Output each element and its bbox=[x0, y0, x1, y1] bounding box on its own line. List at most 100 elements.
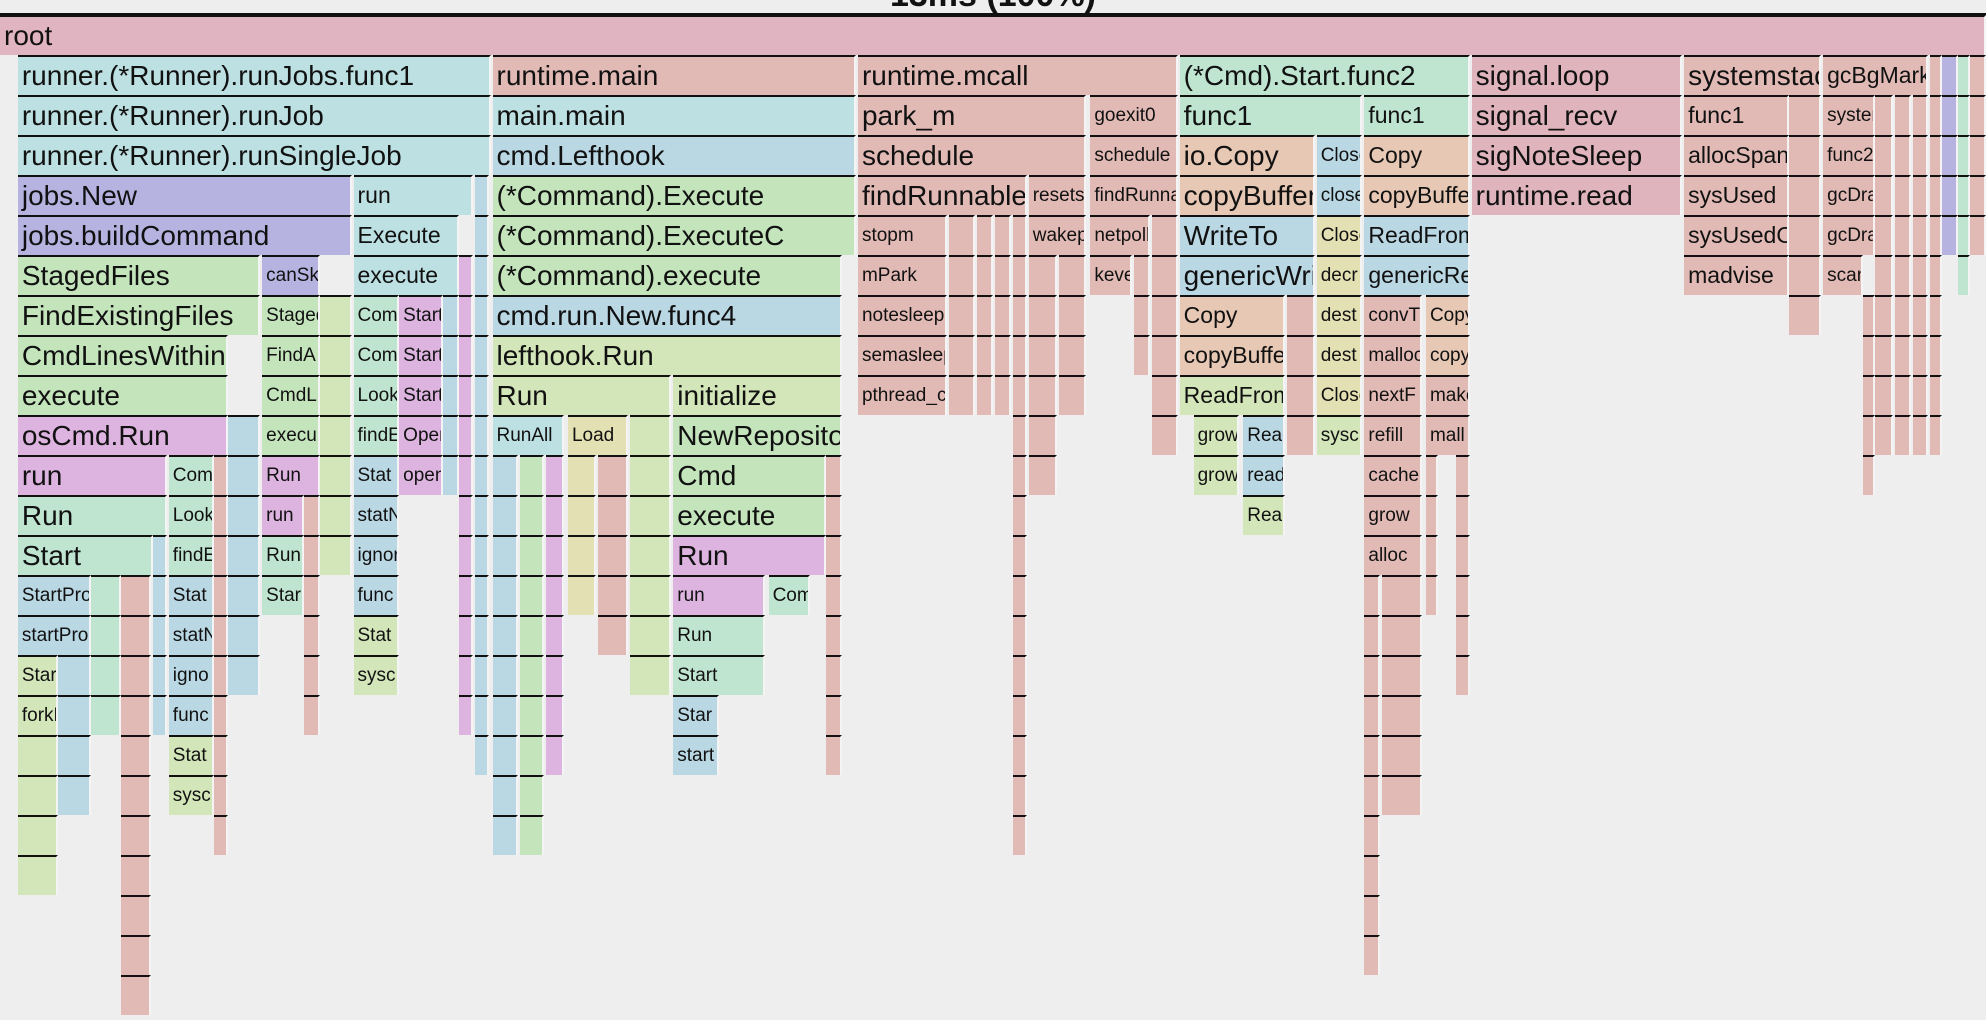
frame[interactable]: Start bbox=[17, 535, 153, 575]
frame-narrow[interactable] bbox=[994, 375, 1011, 415]
frame-narrow[interactable] bbox=[1455, 495, 1470, 535]
frame-narrow[interactable] bbox=[1382, 655, 1422, 695]
frame-narrow[interactable] bbox=[567, 535, 596, 575]
frame-narrow[interactable] bbox=[492, 615, 519, 655]
frame-narrow[interactable] bbox=[214, 775, 229, 815]
frame-narrow[interactable] bbox=[228, 535, 261, 575]
frame-narrow[interactable] bbox=[629, 495, 672, 535]
frame[interactable]: copyBuffer bbox=[1179, 175, 1315, 215]
frame-narrow[interactable] bbox=[949, 335, 976, 375]
frame[interactable]: execute bbox=[673, 495, 827, 535]
frame-narrow[interactable] bbox=[492, 695, 519, 735]
frame[interactable]: findE bbox=[353, 415, 400, 455]
frame-narrow[interactable] bbox=[458, 615, 473, 655]
frame-narrow[interactable] bbox=[474, 455, 489, 495]
frame[interactable]: Copy bbox=[1364, 135, 1470, 175]
frame-narrow[interactable] bbox=[1970, 175, 1986, 215]
frame-narrow[interactable] bbox=[546, 575, 564, 615]
frame[interactable]: canSkip bbox=[262, 255, 320, 295]
frame-narrow[interactable] bbox=[214, 455, 229, 495]
frame-narrow[interactable] bbox=[492, 735, 519, 775]
frame[interactable]: Star bbox=[17, 655, 58, 695]
frame-narrow[interactable] bbox=[1012, 735, 1027, 775]
frame[interactable]: alloc bbox=[1364, 535, 1422, 575]
frame-narrow[interactable] bbox=[1012, 455, 1027, 495]
frame[interactable]: Execute bbox=[353, 215, 459, 255]
frame-narrow[interactable] bbox=[520, 615, 545, 655]
frame-narrow[interactable] bbox=[1286, 335, 1315, 375]
frame-narrow[interactable] bbox=[1874, 175, 1893, 215]
frame[interactable]: Stat bbox=[168, 575, 215, 615]
frame-narrow[interactable] bbox=[458, 335, 473, 375]
frame-narrow[interactable] bbox=[57, 775, 92, 815]
frame[interactable]: runtime.mcall bbox=[857, 55, 1178, 95]
frame-narrow[interactable] bbox=[546, 455, 564, 495]
frame[interactable]: start bbox=[673, 735, 719, 775]
frame-narrow[interactable] bbox=[1364, 575, 1381, 615]
frame[interactable]: func1 bbox=[1684, 95, 1790, 135]
frame-narrow[interactable] bbox=[1942, 135, 1959, 175]
frame-narrow[interactable] bbox=[1012, 335, 1027, 375]
frame-narrow[interactable] bbox=[977, 295, 993, 335]
frame-narrow[interactable] bbox=[597, 495, 628, 535]
frame-narrow[interactable] bbox=[17, 775, 58, 815]
frame[interactable]: mall bbox=[1425, 415, 1470, 455]
frame-narrow[interactable] bbox=[1455, 575, 1470, 615]
frame-narrow[interactable] bbox=[1862, 335, 1875, 375]
frame-narrow[interactable] bbox=[474, 615, 489, 655]
frame-narrow[interactable] bbox=[1364, 895, 1381, 935]
frame[interactable]: run bbox=[17, 455, 167, 495]
frame-narrow[interactable] bbox=[57, 655, 92, 695]
frame-narrow[interactable] bbox=[1789, 215, 1822, 255]
frame-narrow[interactable] bbox=[1012, 375, 1027, 415]
frame[interactable]: decr bbox=[1316, 255, 1363, 295]
frame-narrow[interactable] bbox=[474, 255, 489, 295]
frame-narrow[interactable] bbox=[567, 455, 596, 495]
frame[interactable]: runtime.main bbox=[492, 55, 856, 95]
frame-narrow[interactable] bbox=[977, 255, 993, 295]
frame[interactable]: gcDrain bbox=[1823, 175, 1875, 215]
frame[interactable]: Star bbox=[262, 575, 304, 615]
frame-narrow[interactable] bbox=[1012, 655, 1027, 695]
frame[interactable]: Stat bbox=[353, 455, 400, 495]
frame-narrow[interactable] bbox=[1862, 415, 1875, 455]
frame[interactable]: convT bbox=[1364, 295, 1422, 335]
frame-narrow[interactable] bbox=[1028, 375, 1057, 415]
frame[interactable]: Run bbox=[492, 375, 672, 415]
frame[interactable]: execu bbox=[262, 415, 320, 455]
frame-narrow[interactable] bbox=[994, 215, 1011, 255]
frame[interactable]: sysUsedOS bbox=[1684, 215, 1790, 255]
frame-narrow[interactable] bbox=[1012, 815, 1027, 855]
frame[interactable]: Copy bbox=[1425, 295, 1470, 335]
frame-narrow[interactable] bbox=[1958, 135, 1971, 175]
frame-narrow[interactable] bbox=[1874, 135, 1893, 175]
frame[interactable]: ReadFrom bbox=[1364, 215, 1470, 255]
frame-narrow[interactable] bbox=[458, 655, 473, 695]
frame-narrow[interactable] bbox=[546, 735, 564, 775]
frame-narrow[interactable] bbox=[474, 655, 489, 695]
frame-narrow[interactable] bbox=[1789, 175, 1822, 215]
frame-narrow[interactable] bbox=[474, 295, 489, 335]
frame-narrow[interactable] bbox=[442, 295, 459, 335]
frame[interactable]: lefthook.Run bbox=[492, 335, 843, 375]
frame-narrow[interactable] bbox=[121, 655, 151, 695]
frame[interactable]: Cmd bbox=[673, 455, 827, 495]
frame[interactable]: runner.(*Runner).runJobs.func1 bbox=[17, 55, 491, 95]
frame-narrow[interactable] bbox=[1286, 415, 1315, 455]
frame-narrow[interactable] bbox=[319, 495, 352, 535]
frame[interactable]: mPark bbox=[857, 255, 948, 295]
frame-narrow[interactable] bbox=[1862, 375, 1875, 415]
frame[interactable]: (*Cmd).Start.func2 bbox=[1179, 55, 1470, 95]
frame-narrow[interactable] bbox=[546, 695, 564, 735]
frame-narrow[interactable] bbox=[1012, 415, 1027, 455]
frame[interactable]: (*Command).Execute bbox=[492, 175, 856, 215]
frame-narrow[interactable] bbox=[994, 295, 1011, 335]
frame-narrow[interactable] bbox=[458, 295, 473, 335]
frame-narrow[interactable] bbox=[492, 775, 519, 815]
frame[interactable]: cache bbox=[1364, 455, 1422, 495]
frame-narrow[interactable] bbox=[1874, 335, 1893, 375]
frame-narrow[interactable] bbox=[1970, 55, 1986, 95]
frame-narrow[interactable] bbox=[228, 615, 261, 655]
frame-narrow[interactable] bbox=[629, 415, 672, 455]
frame-narrow[interactable] bbox=[629, 535, 672, 575]
